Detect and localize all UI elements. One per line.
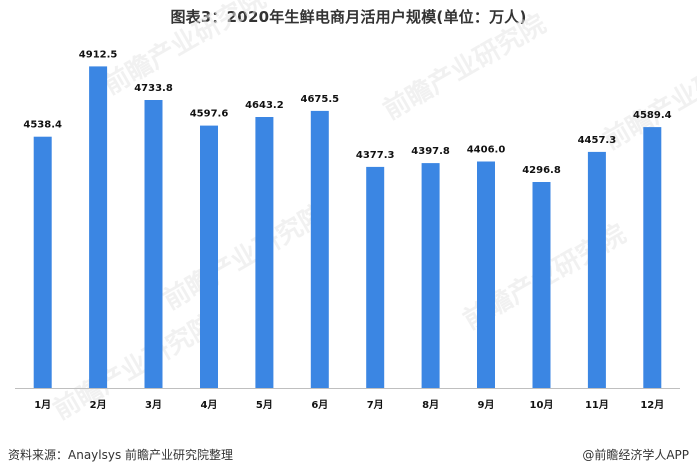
bar-value-label: 4733.8 [134,83,173,94]
bar-5 [255,117,274,388]
x-tick-label: 3月 [145,399,162,411]
bar-11 [587,151,606,388]
watermark-text: 前瞻产业研究院 [98,0,271,101]
x-tick-label: 9月 [478,399,495,411]
bar-12 [643,127,662,388]
bar-1 [33,136,52,388]
watermark-text: 前瞻产业研究院 [378,8,551,126]
x-tick-label: 10月 [530,399,554,411]
bar-value-label: 4912.5 [79,49,118,60]
bar-value-label: 4397.8 [411,146,450,157]
bar-value-label: 4406.0 [467,145,506,156]
bars-group [33,66,662,389]
bar-value-label: 4377.3 [356,150,395,161]
chart-title: 图表3：2020年生鲜电商月活用户规模(单位：万人) [170,8,527,26]
bar-3 [144,100,163,388]
x-tick-label: 8月 [422,399,439,411]
x-tick-label: 1月 [34,399,51,411]
bar-value-label: 4675.5 [301,94,340,105]
source-note: 资料来源：Anaylsys 前瞻产业研究院整理 [8,448,234,462]
x-tick-label: 6月 [311,399,328,411]
bar-value-label: 4597.6 [190,109,229,120]
data-labels-group: 4538.4 4912.5 4733.8 4597.6 4643.2 4675.5 4377… [23,49,671,176]
bar-value-label: 4296.8 [522,165,561,176]
x-tick-labels-group: 1月 2月 3月 4月 5月 6月 7月 8月 9月 10月 11月 12月 [34,399,664,411]
credit-note: @前瞻经济学人APP [582,448,689,462]
x-tick-label: 5月 [256,399,273,411]
bar-8 [421,163,440,388]
watermark-text: 前瞻产业研究院 [158,198,331,316]
bar-7 [366,166,385,388]
bar-value-label: 4538.4 [23,120,62,131]
bar-value-label: 4589.4 [633,110,672,121]
bar-6 [310,110,329,389]
bar-4 [200,125,218,388]
bar-2 [89,66,108,389]
bar-10 [532,182,551,388]
x-tick-label: 7月 [367,399,384,411]
bar-value-label: 4643.2 [245,100,284,111]
watermark-text: 前瞻产业研究院 [48,308,221,426]
x-tick-label: 12月 [640,399,664,411]
bar-9 [477,161,495,388]
bar-value-label: 4457.3 [578,135,617,146]
x-tick-label: 2月 [90,399,107,411]
x-tick-label: 11月 [585,399,609,411]
x-tick-label: 4月 [201,399,218,411]
